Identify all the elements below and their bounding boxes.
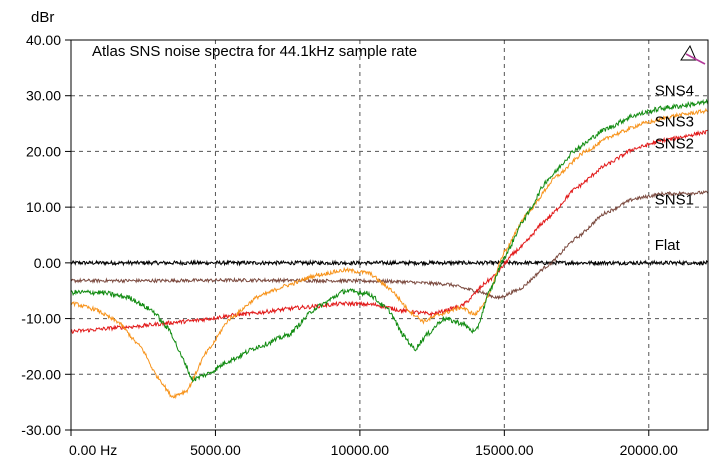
series-line-sns1 [70, 190, 709, 301]
chart-title: Atlas SNS noise spectra for 44.1kHz samp… [92, 43, 417, 60]
x-tick-label: 10000.00 [331, 442, 390, 458]
y-tick-label: -20.00 [21, 366, 61, 382]
y-tick-label: 20.00 [26, 143, 61, 159]
series-line-sns4 [70, 98, 709, 383]
x-tick-label: 15000.00 [475, 442, 534, 458]
series-label-flat: Flat [655, 237, 681, 254]
y-tick-label: 30.00 [26, 88, 61, 104]
series-labels: SNS4 SNS3 SNS2 SNS1 Flat [655, 83, 694, 254]
y-tick-label: 0.00 [34, 255, 61, 271]
y-axis-label: dBr [31, 9, 54, 26]
series-line-flat [70, 258, 709, 267]
series-label-sns3: SNS3 [655, 113, 694, 130]
y-tick-label: -30.00 [21, 422, 61, 438]
series-label-sns4: SNS4 [655, 83, 694, 100]
series-line-sns2 [70, 129, 709, 334]
x-tick-label: 5000.00 [190, 442, 241, 458]
series-group [70, 98, 709, 400]
cursor-arrow-icon[interactable] [680, 44, 706, 65]
x-tick-label: 0.00 Hz [69, 442, 117, 458]
y-tick-label: 10.00 [26, 199, 61, 215]
y-tick-label: -10.00 [21, 311, 61, 327]
series-label-sns1: SNS1 [655, 191, 694, 208]
plot-frame [70, 39, 709, 431]
y-tick-label: 40.00 [26, 32, 61, 48]
grid [71, 40, 708, 430]
series-line-sns3 [70, 107, 709, 400]
series-label-sns2: SNS2 [655, 136, 694, 153]
y-axis-ticks: 40.00 30.00 20.00 10.00 0.00 -10.00 -20.00 -30.… [21, 32, 71, 438]
x-axis-ticks: 0.00 Hz 5000.00 10000.00 15000.00 20000.00 [69, 430, 678, 458]
x-tick-label: 20000.00 [620, 442, 679, 458]
